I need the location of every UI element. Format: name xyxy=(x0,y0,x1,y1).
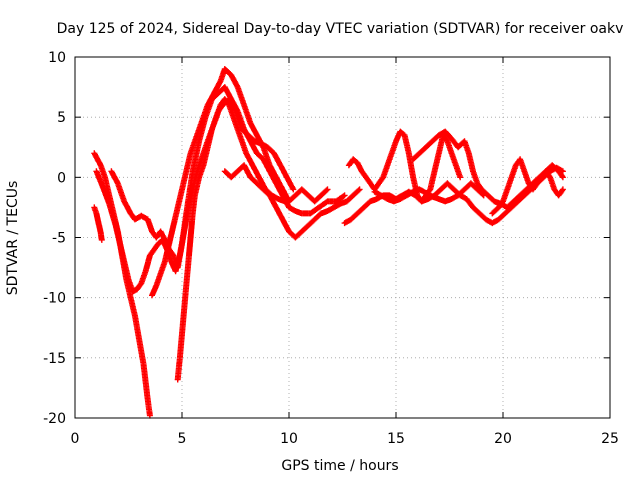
y-tick-label: -15 xyxy=(43,351,66,367)
data-marker-path xyxy=(489,156,566,217)
y-tick-label: 0 xyxy=(57,170,66,186)
data-marker-path xyxy=(371,180,487,205)
data-marker-path xyxy=(149,66,331,299)
chart-title: Day 125 of 2024, Sidereal Day-to-day VTE… xyxy=(57,21,624,37)
series-track-11 xyxy=(489,156,566,217)
y-axis-label: SDTVAR / TECUs xyxy=(5,181,21,296)
series-track-6 xyxy=(174,96,288,383)
x-tick-label: 5 xyxy=(178,431,187,447)
x-tick-label: 25 xyxy=(601,431,619,447)
data-points xyxy=(91,66,566,419)
x-tick-label: 15 xyxy=(387,431,405,447)
x-tick-label: 20 xyxy=(494,431,512,447)
data-marker-path xyxy=(221,162,363,241)
data-marker-path xyxy=(345,128,464,205)
y-tick-label: 5 xyxy=(57,110,66,126)
x-tick-label: 0 xyxy=(71,431,80,447)
y-tick-label: -20 xyxy=(43,411,66,427)
series-track-9 xyxy=(345,128,464,205)
data-marker-path xyxy=(174,96,288,383)
series-track-7 xyxy=(221,162,363,241)
series-track-12 xyxy=(371,180,487,205)
series-track-1 xyxy=(91,204,105,243)
axis-ticks: 0 5 10 15 20 25 -20 -15 -10 -5 0 5 10 xyxy=(43,50,619,447)
y-tick-label: -10 xyxy=(43,291,66,307)
data-marker-path xyxy=(91,204,105,243)
x-axis-label: GPS time / hours xyxy=(281,458,398,474)
series-track-5 xyxy=(149,66,331,299)
y-tick-label: 10 xyxy=(48,50,66,66)
y-tick-label: -5 xyxy=(52,231,66,247)
x-tick-label: 10 xyxy=(280,431,298,447)
